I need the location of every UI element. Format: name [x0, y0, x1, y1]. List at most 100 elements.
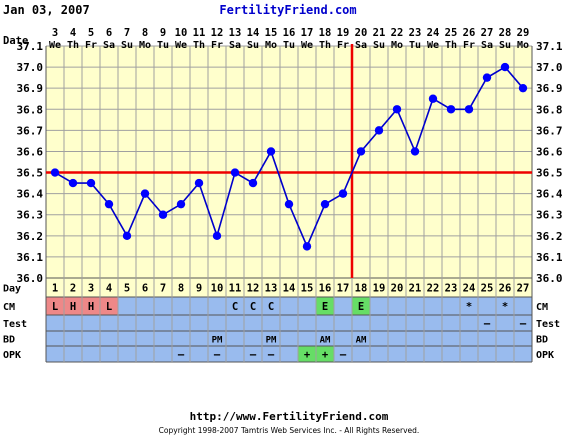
temperature-point — [104, 199, 114, 209]
date-label: 23 — [409, 27, 422, 39]
days-cell: 8 — [178, 283, 184, 295]
row-label-test-left: Test — [3, 319, 27, 330]
cm-cell: * — [466, 301, 472, 313]
temperature-point — [302, 242, 312, 251]
days-cell: 22 — [427, 283, 440, 295]
temperature-point — [140, 189, 150, 198]
opk-cell: – — [268, 349, 275, 361]
bottom-rows: 1 2 3 4 5 6 7 8 9 10 11 12 13 14 15 16 17 18 19 20 21 22 23 24 2… — [52, 283, 529, 362]
temperature-point — [230, 168, 240, 177]
temperature-point — [518, 83, 528, 93]
days-cell: 15 — [301, 283, 314, 295]
y-tick-left: 36.7 — [17, 124, 44, 137]
days-cell: 18 — [355, 283, 368, 295]
weekday-label: Th — [319, 40, 331, 51]
cm-cell: L — [52, 301, 58, 313]
cm-cell: H — [70, 301, 76, 313]
weekday-label: We — [175, 40, 187, 51]
date-label: 19 — [337, 27, 350, 39]
temperature-point — [248, 178, 258, 188]
temperature-point — [482, 73, 492, 82]
days-cell: 13 — [265, 283, 278, 295]
weekday-label: Tu — [409, 40, 421, 51]
days-cell: 5 — [124, 283, 130, 295]
date-label: 21 — [373, 27, 386, 39]
cm-cell: * — [502, 301, 508, 313]
days-cell: 24 — [463, 283, 476, 295]
temperature-point — [338, 189, 348, 198]
weekday-label: Sa — [481, 40, 493, 51]
row-label-day-left: Day — [3, 284, 21, 295]
temperature-point — [68, 178, 78, 188]
date-label: 14 — [247, 27, 260, 39]
chart-date: Jan 03, 2007 — [3, 3, 90, 17]
cm-cell-highlight — [82, 297, 100, 315]
weekday-label: Sa — [355, 40, 367, 51]
cm-cell: E — [358, 301, 364, 313]
temperature-point — [86, 178, 96, 188]
chart-rows-bg — [46, 297, 532, 362]
weekday-label: Fr — [463, 40, 475, 51]
days-cell: 19 — [373, 283, 386, 295]
y-tick-right: 36.1 — [536, 251, 563, 264]
row-label-opk-right: OPK — [536, 350, 554, 361]
date-label: 29 — [517, 27, 530, 39]
y-tick-left: 36.4 — [17, 188, 44, 201]
days-cell: 3 — [88, 283, 94, 295]
bd-cell: PM — [212, 336, 223, 346]
row-label-cm-left: CM — [3, 302, 15, 313]
weekday-label: Fr — [211, 40, 223, 51]
days-cell: 14 — [283, 283, 296, 295]
date-label: 11 — [193, 27, 206, 39]
date-label: 28 — [499, 27, 512, 39]
temperature-point — [158, 210, 168, 219]
y-tick-left: 36.1 — [17, 251, 44, 264]
date-label: 20 — [355, 27, 368, 39]
weekday-label: Mo — [391, 40, 403, 51]
weekday-label: Tu — [283, 40, 295, 51]
y-tick-right: 36.5 — [536, 167, 563, 180]
y-tick-right: 36.3 — [536, 209, 563, 222]
row-label-bd-left: BD — [3, 335, 15, 346]
temperature-point — [320, 199, 330, 209]
temperature-series — [50, 62, 528, 251]
days-cell: 9 — [196, 283, 202, 295]
y-tick-right: 36.7 — [536, 124, 563, 137]
temperature-point — [374, 126, 384, 135]
date-label: 13 — [229, 27, 242, 39]
y-tick-left: 37.0 — [17, 61, 44, 74]
date-label: 4 — [70, 27, 76, 39]
date-label: 6 — [106, 27, 112, 39]
day-row-bg — [46, 278, 532, 297]
days-cell: 6 — [142, 283, 148, 295]
weekday-label: Fr — [85, 40, 97, 51]
y-tick-left: 36.9 — [17, 82, 44, 95]
date-label: 7 — [124, 27, 130, 39]
row-label-test-right: Test — [536, 319, 560, 330]
bd-cell: AM — [356, 336, 367, 346]
date-label: 17 — [301, 27, 314, 39]
temperature-point — [464, 105, 474, 114]
temperature-point — [194, 178, 204, 188]
opk-positive-cell — [298, 346, 316, 362]
row-label-bd-right: BD — [536, 335, 548, 346]
y-tick-left: 36.6 — [17, 145, 44, 158]
days-cell: 17 — [337, 283, 350, 295]
temperature-point — [284, 199, 294, 209]
opk-cell: – — [250, 349, 257, 361]
days-cell: 27 — [517, 283, 530, 295]
opk-cell: – — [178, 349, 185, 361]
temperature-point — [122, 231, 132, 241]
y-tick-left: 36.0 — [17, 272, 44, 285]
days-cell: 7 — [160, 283, 166, 295]
temperature-point — [410, 147, 420, 156]
bd-cell: AM — [320, 336, 331, 346]
opk-positive-cell — [316, 346, 334, 362]
cm-cell-highlight — [64, 297, 82, 315]
temperature-point — [392, 105, 402, 114]
cm-cell-highlight — [100, 297, 118, 315]
y-tick-right: 36.6 — [536, 145, 563, 158]
days-cell: 21 — [409, 283, 422, 295]
temperature-point — [176, 199, 186, 209]
reference-lines — [46, 44, 532, 278]
